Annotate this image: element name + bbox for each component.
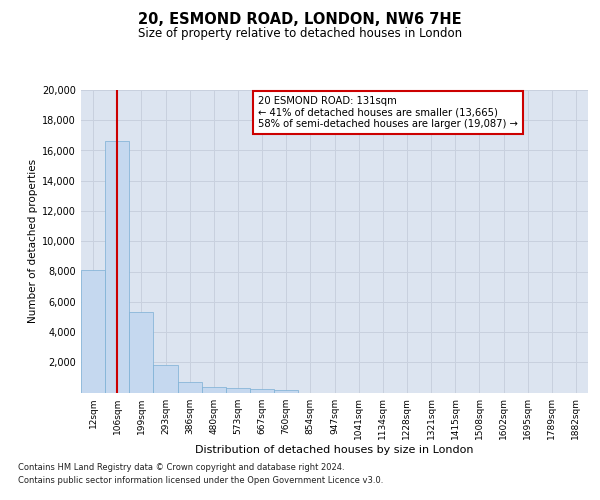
Bar xyxy=(129,312,154,392)
Bar xyxy=(154,364,178,392)
Bar xyxy=(202,387,226,392)
Text: 20 ESMOND ROAD: 131sqm
← 41% of detached houses are smaller (13,665)
58% of semi: 20 ESMOND ROAD: 131sqm ← 41% of detached… xyxy=(259,96,518,129)
Bar xyxy=(226,388,250,392)
Bar xyxy=(274,390,298,392)
Text: Size of property relative to detached houses in London: Size of property relative to detached ho… xyxy=(138,28,462,40)
Text: Contains HM Land Registry data © Crown copyright and database right 2024.: Contains HM Land Registry data © Crown c… xyxy=(18,464,344,472)
Bar xyxy=(105,142,129,392)
X-axis label: Distribution of detached houses by size in London: Distribution of detached houses by size … xyxy=(195,445,474,455)
Y-axis label: Number of detached properties: Number of detached properties xyxy=(28,159,38,324)
Text: 20, ESMOND ROAD, LONDON, NW6 7HE: 20, ESMOND ROAD, LONDON, NW6 7HE xyxy=(138,12,462,28)
Bar xyxy=(81,270,105,392)
Bar xyxy=(178,382,202,392)
Bar xyxy=(250,390,274,392)
Text: Contains public sector information licensed under the Open Government Licence v3: Contains public sector information licen… xyxy=(18,476,383,485)
